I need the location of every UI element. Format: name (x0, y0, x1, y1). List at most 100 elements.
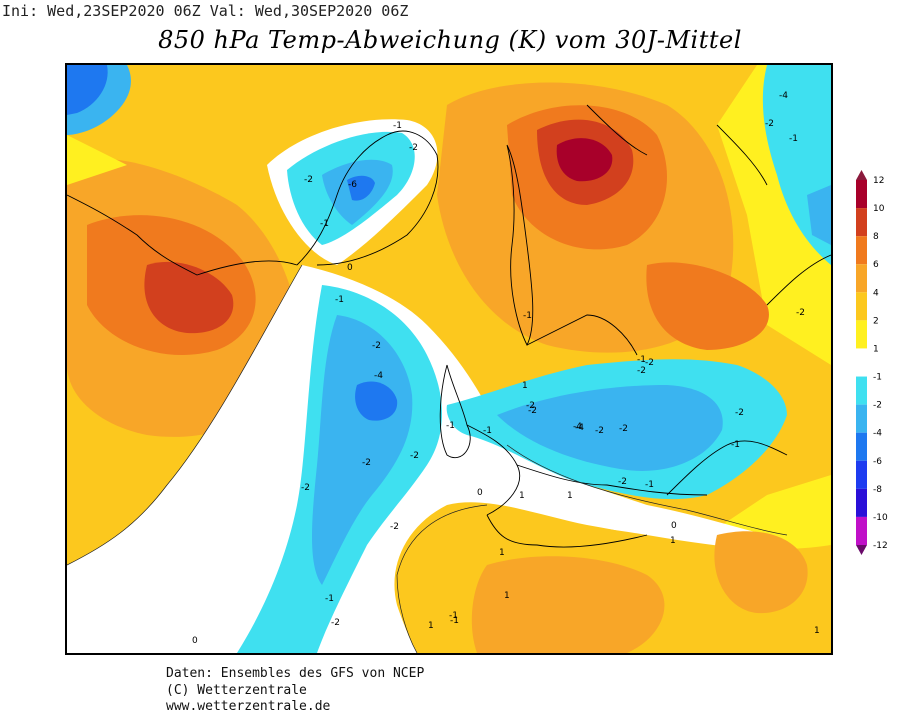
colorbar-tick-label: 6 (873, 260, 879, 270)
map-label: -2 (362, 458, 371, 468)
contour-labels: -4 -2 -1 -2 -6 -2 -1 -1 0 -1 -2 -4 -2 -2… (192, 91, 820, 646)
map-label: -2 (796, 308, 805, 318)
map-label: 0 (192, 636, 198, 646)
field-m2-ne (807, 185, 831, 245)
map-label: -2 (645, 358, 654, 368)
map-label: -1 (483, 426, 492, 436)
colorbar-swatch (856, 208, 867, 237)
map-label: -1 (637, 355, 646, 365)
colorbar-tick-label: 4 (873, 288, 879, 298)
colorbar-swatch (856, 180, 867, 209)
field-m2-europe (497, 385, 723, 471)
map-label: 1 (567, 491, 573, 501)
map-label: -1 (446, 421, 455, 431)
colorbar-tick-label: -6 (873, 457, 882, 467)
map-label: -2 (595, 426, 604, 436)
map-label: 1 (814, 626, 820, 636)
map-label: -2 (637, 366, 646, 376)
colorbar-tick-label: 12 (873, 176, 884, 186)
footer-credits: Daten: Ensembles des GFS von NCEP (C) We… (166, 666, 424, 716)
colorbar-tick-label: -10 (873, 513, 888, 523)
map-label: 1 (499, 548, 505, 558)
colorbar-tick-label: -1 (873, 373, 882, 383)
field-m2-atlantic (312, 315, 413, 585)
colorbar-tick-label: -8 (873, 485, 882, 495)
map-label: -4 (374, 371, 383, 381)
map-label: -2 (331, 618, 340, 628)
zero-contours (67, 264, 788, 653)
map-label: -1 (335, 295, 344, 305)
map-label: -2 (618, 477, 627, 487)
map-label: -6 (348, 180, 357, 190)
map-label: -2 (765, 119, 774, 129)
map-label: -2 (409, 143, 418, 153)
map-label: 1 (428, 621, 434, 631)
colorbar-legend: 12 10 8 6 4 2 1 -1 -2 -4 -6 -8 -10 -12 (854, 170, 900, 555)
map-label: -1 (523, 311, 532, 321)
map-label: -2 (528, 406, 537, 416)
map-label: -1 (393, 121, 402, 131)
colorbar-swatch (856, 376, 867, 405)
colorbar-tick-label: -2 (873, 401, 882, 411)
map-label: 0 (671, 521, 677, 531)
colorbar-swatch (856, 320, 867, 349)
map-label: -4 (575, 423, 584, 433)
colorbar-ticks: 12 10 8 6 4 2 1 -1 -2 -4 -6 -8 -10 -12 (873, 176, 888, 551)
field-6-8-russia (646, 262, 769, 350)
colorbar-swatch (856, 404, 867, 433)
colorbar-swatches (856, 170, 867, 555)
init-date: Wed,23SEP2020 06Z (47, 2, 201, 20)
colorbar-arrow-top (856, 170, 867, 180)
valid-label: Val: (209, 2, 246, 20)
map-label: -1 (320, 219, 329, 229)
map-label: 1 (504, 591, 510, 601)
colorbar-swatch (856, 292, 867, 321)
map-label: -1 (450, 616, 459, 626)
colorbar-tick-label: 1 (873, 344, 879, 354)
field-1-2-nw (67, 135, 127, 185)
map-label: -2 (304, 175, 313, 185)
colorbar-swatch (856, 516, 867, 545)
colorbar-tick-label: 2 (873, 316, 879, 326)
run-info: Ini: Wed,23SEP2020 06Z Val: Wed,30SEP202… (2, 2, 408, 20)
field-10-12-scand (556, 138, 613, 182)
map-label: -2 (619, 424, 628, 434)
map-label: 0 (347, 263, 353, 273)
map-label: -2 (735, 408, 744, 418)
colorbar-tick-label: 10 (873, 204, 885, 214)
field-cold-nw-core (67, 65, 108, 115)
map-label: -2 (301, 483, 310, 493)
colorbar-swatch (856, 460, 867, 489)
map-label: -2 (526, 401, 535, 411)
colorbar-arrow-bottom (856, 545, 867, 555)
field-m6-greenland (347, 175, 375, 201)
colorbar-swatch (856, 264, 867, 293)
map-label: 1 (670, 536, 676, 546)
map-label: -1 (789, 134, 798, 144)
map-label: -2 (390, 522, 399, 532)
map-label: -1 (449, 611, 458, 621)
valid-date: Wed,30SEP2020 06Z (254, 2, 409, 20)
map-label: 1 (522, 381, 528, 391)
colorbar-swatch (856, 348, 867, 377)
field-m4-atlantic (355, 381, 398, 421)
map-label: -2 (410, 451, 419, 461)
coastlines (67, 104, 831, 548)
init-label: Ini: (2, 2, 39, 20)
field-4-6-africa (471, 556, 665, 653)
colorbar-swatch (856, 236, 867, 265)
anomaly-map: -4 -2 -1 -2 -6 -2 -1 -1 0 -1 -2 -4 -2 -2… (65, 63, 833, 655)
colorbar-swatch (856, 432, 867, 461)
colorbar-tick-label: -12 (873, 541, 888, 551)
map-label: -4 (779, 91, 788, 101)
copyright-line: (C) Wetterzentrale (166, 682, 307, 698)
data-source-line: Daten: Ensembles des GFS von NCEP (166, 666, 425, 681)
map-title: 850 hPa Temp-Abweichung (K) vom 30J-Mitt… (158, 26, 742, 54)
map-label: -2 (372, 341, 381, 351)
field-4-6-mideast (714, 531, 808, 614)
map-label: -1 (645, 480, 654, 490)
map-label: 0 (477, 488, 483, 498)
map-label: -1 (325, 594, 334, 604)
colorbar-tick-label: -4 (873, 429, 882, 439)
map-label: -4 (573, 422, 582, 432)
